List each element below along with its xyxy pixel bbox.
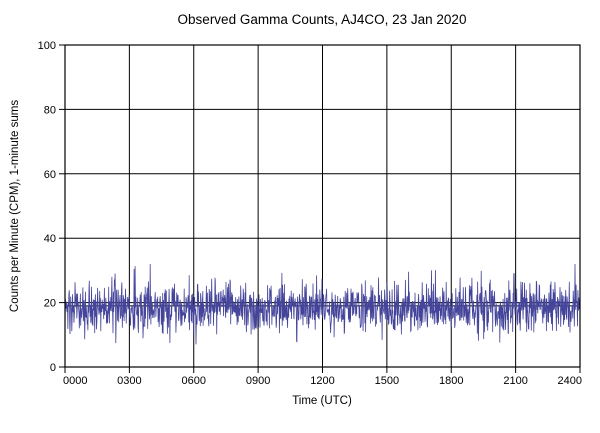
x-tick-label: 1800 — [439, 375, 463, 387]
gamma-counts-series — [64, 263, 581, 345]
x-tick-label: 1200 — [310, 375, 334, 387]
x-tick-label: 2100 — [503, 375, 527, 387]
y-tick-label: 60 — [44, 169, 56, 181]
y-tick-label: 80 — [44, 104, 56, 116]
y-tick-label: 20 — [44, 298, 56, 310]
chart-title: Observed Gamma Counts, AJ4CO, 23 Jan 202… — [178, 12, 467, 27]
x-tick-label: 2400 — [558, 375, 582, 387]
data-layer — [64, 263, 581, 345]
x-tick-label: 1500 — [375, 375, 399, 387]
axis-layer: 0000 0300 0600 0900 1200 1500 1800 2100 2400 0 20 4… — [38, 40, 582, 387]
x-tick-label: 0000 — [63, 375, 87, 387]
x-tick-label: 0900 — [246, 375, 270, 387]
x-tick-label: 0300 — [117, 375, 141, 387]
x-axis-label: Time (UTC) — [292, 395, 352, 407]
y-tick-label: 0 — [50, 362, 56, 374]
y-tick-label: 40 — [44, 233, 56, 245]
y-tick-label: 100 — [38, 40, 56, 52]
y-axis-label: Counts per Minute (CPM), 1-minute sums — [9, 100, 21, 312]
x-tick-label: 0600 — [182, 375, 206, 387]
